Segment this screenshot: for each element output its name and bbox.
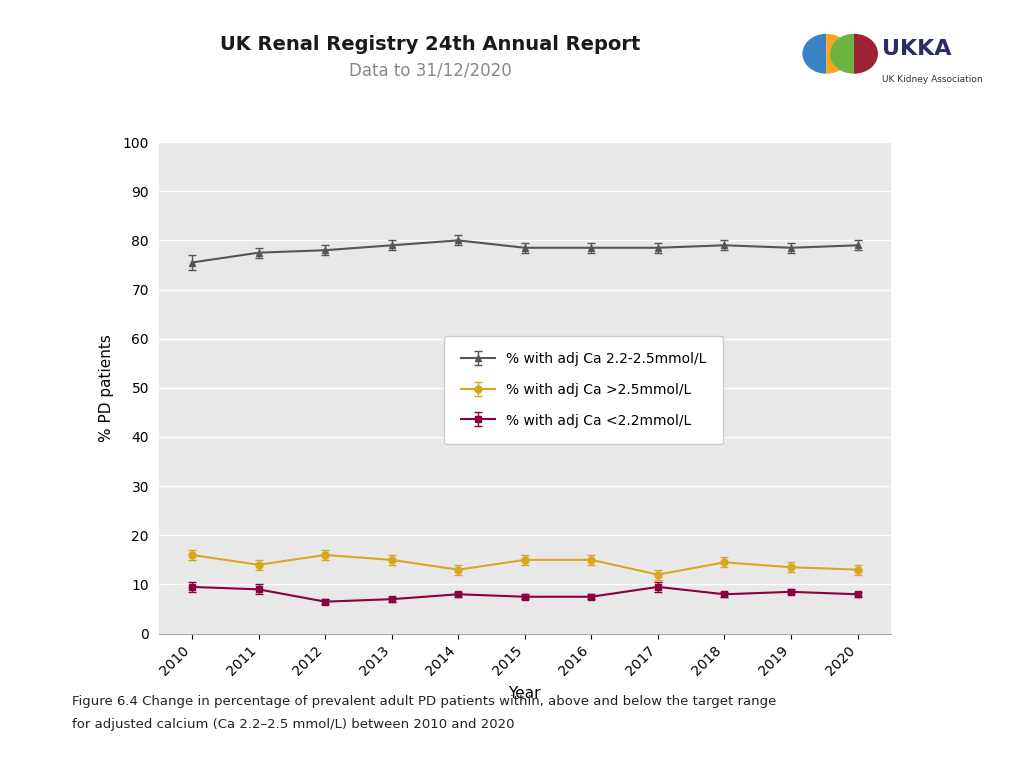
- Text: Data to 31/12/2020: Data to 31/12/2020: [349, 61, 511, 79]
- Wedge shape: [830, 34, 854, 74]
- Wedge shape: [826, 34, 850, 74]
- X-axis label: Year: Year: [509, 687, 541, 701]
- Text: UK Kidney Association: UK Kidney Association: [882, 75, 982, 84]
- Text: UK Renal Registry 24th Annual Report: UK Renal Registry 24th Annual Report: [220, 35, 640, 54]
- Wedge shape: [854, 34, 878, 74]
- Text: Figure 6.4 Change in percentage of prevalent adult PD patients within, above and: Figure 6.4 Change in percentage of preva…: [72, 695, 776, 708]
- Legend: % with adj Ca 2.2-2.5mmol/L, % with adj Ca >2.5mmol/L, % with adj Ca <2.2mmol/L: % with adj Ca 2.2-2.5mmol/L, % with adj …: [443, 336, 723, 445]
- Wedge shape: [803, 34, 826, 74]
- Text: for adjusted calcium (Ca 2.2–2.5 mmol/L) between 2010 and 2020: for adjusted calcium (Ca 2.2–2.5 mmol/L)…: [72, 718, 514, 731]
- Y-axis label: % PD patients: % PD patients: [99, 334, 115, 442]
- Text: UKKA: UKKA: [882, 39, 951, 59]
